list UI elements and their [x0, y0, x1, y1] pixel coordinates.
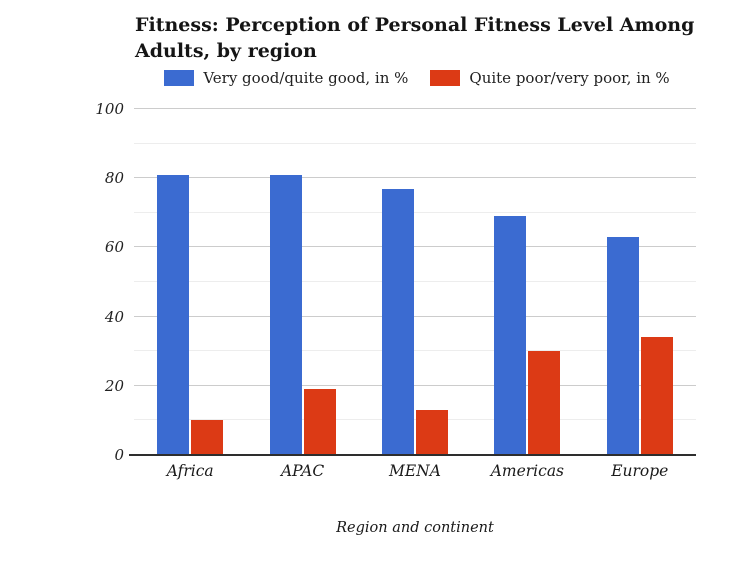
bar — [269, 174, 302, 455]
bar-group-americas — [471, 109, 583, 455]
y-tick-label: 20 — [104, 376, 124, 395]
major-gridline — [134, 246, 696, 248]
bar — [640, 337, 673, 455]
chart-title: Fitness: Perception of Personal Fitness … — [135, 14, 695, 62]
bar-group-apac — [246, 109, 358, 455]
x-axis-line — [129, 454, 696, 456]
y-tick-label: 60 — [104, 238, 124, 257]
major-gridline — [134, 108, 696, 109]
legend-swatch-blue-icon — [164, 70, 195, 86]
x-tick-label: Europe — [611, 462, 669, 480]
x-tick-label: Americas — [490, 462, 565, 480]
bar — [157, 174, 190, 455]
minor-gridline — [134, 142, 696, 144]
bar — [381, 188, 414, 455]
minor-gridline — [134, 211, 696, 213]
bar — [191, 420, 224, 455]
chart-legend: Very good/quite good, in % Quite poor/ve… — [134, 69, 700, 87]
x-tick-label: MENA — [389, 462, 441, 480]
minor-gridline — [134, 281, 696, 282]
legend-label-very-good: Very good/quite good, in % — [203, 69, 409, 87]
y-tick-label: 100 — [95, 100, 124, 118]
bar-group-africa — [134, 109, 246, 455]
major-gridline — [134, 384, 696, 386]
legend-item-quite-poor: Quite poor/very poor, in % — [430, 69, 670, 87]
plot-area — [129, 108, 696, 456]
bar — [303, 389, 336, 455]
minor-gridline — [134, 350, 696, 352]
bar — [415, 410, 448, 455]
x-axis: Africa APAC MENA Americas Europe — [134, 462, 696, 480]
major-gridline — [134, 177, 696, 179]
bar-group-mena — [359, 109, 471, 455]
legend-item-very-good: Very good/quite good, in % — [164, 69, 408, 87]
y-tick-label: 40 — [104, 307, 124, 326]
bar-group-europe — [584, 109, 696, 455]
minor-gridline — [134, 419, 696, 421]
y-axis: 0 20 40 60 80 100 — [40, 100, 124, 464]
x-axis-title: Region and continent — [336, 520, 494, 536]
y-tick-label: 80 — [104, 169, 124, 188]
legend-swatch-red-icon — [430, 70, 461, 86]
bar — [606, 237, 639, 455]
x-tick-label: APAC — [280, 462, 325, 480]
bar — [494, 216, 527, 455]
x-tick-label: Africa — [166, 462, 214, 480]
y-tick-label: 0 — [114, 446, 124, 464]
major-gridline — [134, 315, 696, 317]
bar — [528, 351, 561, 455]
bar-groups — [134, 109, 696, 455]
legend-label-quite-poor: Quite poor/very poor, in % — [469, 69, 670, 87]
